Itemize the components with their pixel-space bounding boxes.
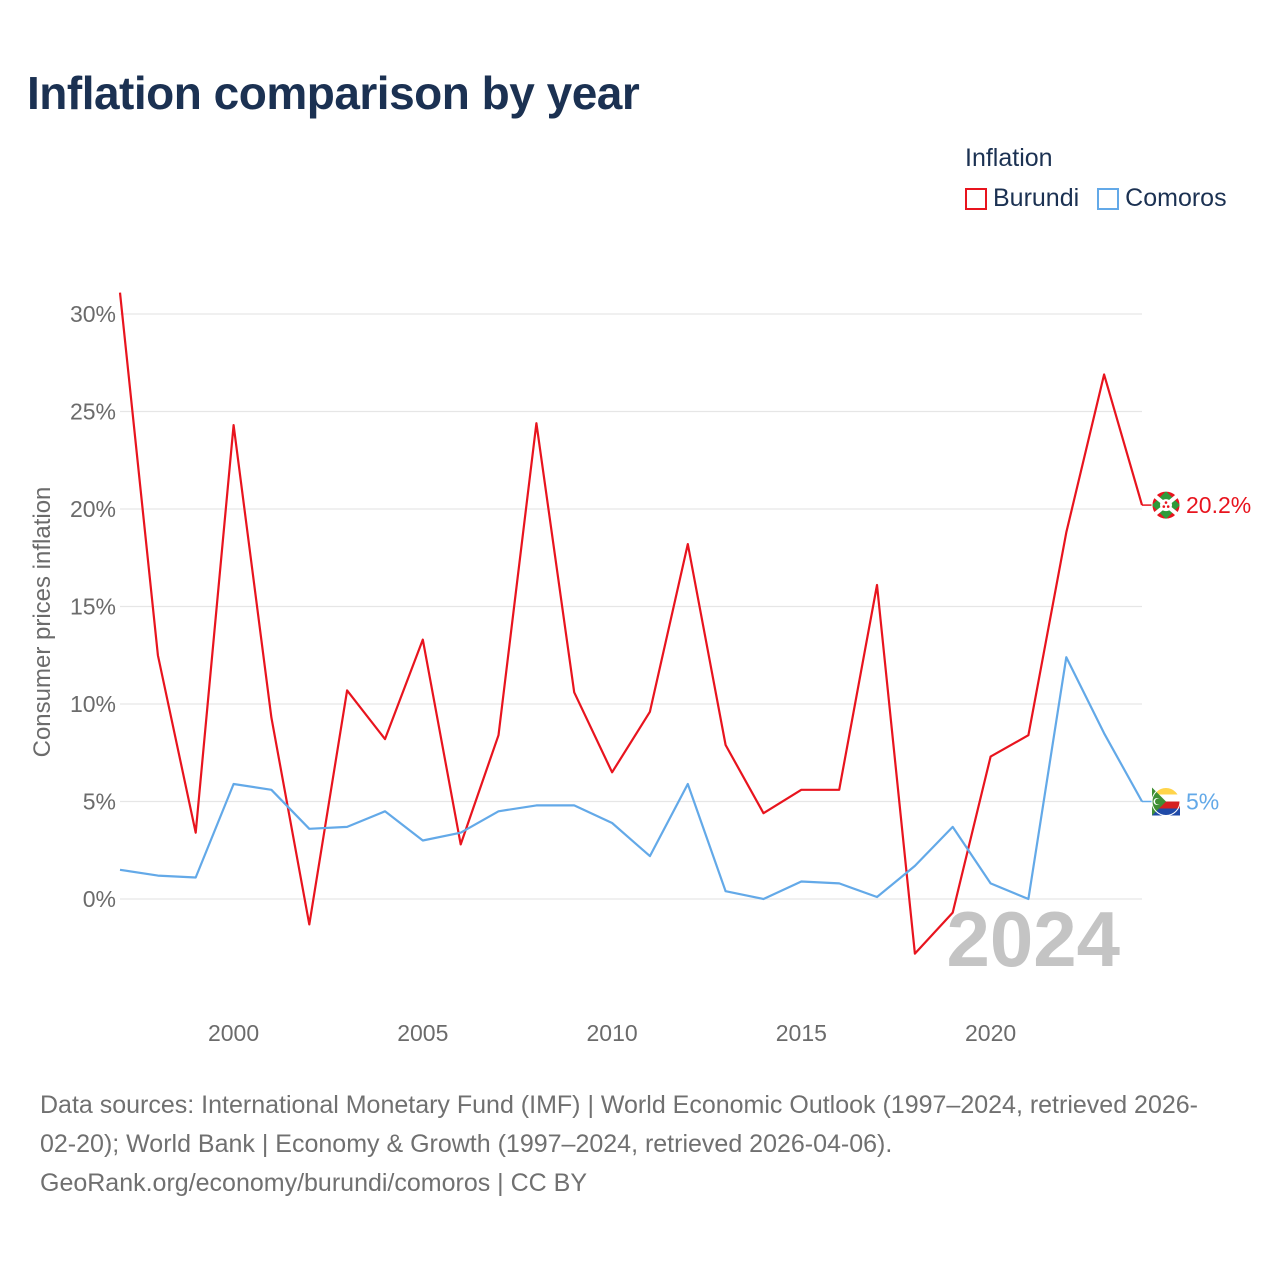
- x-tick-label: 2020: [965, 1020, 1016, 1046]
- x-tick-label: 2015: [776, 1020, 827, 1046]
- legend-label-burundi: Burundi: [993, 184, 1080, 212]
- y-tick-label: 0%: [83, 886, 116, 912]
- y-axis-label: Consumer prices inflation: [29, 487, 56, 758]
- legend-title: Inflation: [965, 144, 1053, 172]
- series-line-burundi[interactable]: [118, 292, 1144, 955]
- year-watermark: 2024: [946, 895, 1120, 983]
- end-label-comoros: 5%: [1186, 789, 1219, 815]
- legend-swatch-burundi: [965, 187, 987, 210]
- y-tick-label: 5%: [83, 789, 116, 815]
- y-tick-label: 15%: [70, 594, 116, 620]
- footer-sources-line1: Data sources: International Monetary Fun…: [40, 1091, 1198, 1119]
- x-tick-label: 2005: [397, 1020, 448, 1046]
- line-chart: 0% 5% 10% 15% 20% 25% 30% 2000 2005 2010 2015 2020…: [29, 292, 1251, 1046]
- legend: Burundi Comoros: [965, 184, 1227, 213]
- chart-title: Inflation comparison by year: [27, 67, 640, 119]
- legend-label-comoros: Comoros: [1125, 184, 1227, 212]
- flag-icon-comoros: [1151, 787, 1181, 816]
- y-tick-label: 10%: [70, 691, 116, 717]
- legend-item-comoros[interactable]: Comoros: [1097, 184, 1227, 213]
- footer-attribution[interactable]: GeoRank.org/economy/burundi/comoros | CC…: [40, 1169, 588, 1197]
- legend-item-burundi[interactable]: Burundi: [965, 184, 1079, 213]
- series-line-comoros[interactable]: [119, 656, 1143, 901]
- x-tick-label: 2000: [208, 1020, 259, 1046]
- end-label-burundi: 20.2%: [1186, 492, 1251, 518]
- y-tick-label: 30%: [70, 301, 116, 327]
- footer-sources-line2: 02-20); World Bank | Economy & Growth (1…: [40, 1130, 893, 1158]
- flag-icon-burundi: [1151, 490, 1181, 520]
- grid-lines: [120, 313, 1142, 900]
- series-lines: [118, 292, 1144, 955]
- y-tick-label: 20%: [70, 496, 116, 522]
- y-tick-label: 25%: [70, 399, 116, 425]
- legend-swatch-comoros: [1097, 187, 1120, 210]
- y-axis-ticks: 0% 5% 10% 15% 20% 25% 30%: [70, 301, 116, 912]
- x-tick-label: 2010: [586, 1020, 637, 1046]
- footer: Data sources: International Monetary Fun…: [40, 1086, 1250, 1203]
- end-markers: 20.2% 5%: [1142, 490, 1251, 816]
- x-axis-ticks: 2000 2005 2010 2015 2020: [208, 1020, 1016, 1046]
